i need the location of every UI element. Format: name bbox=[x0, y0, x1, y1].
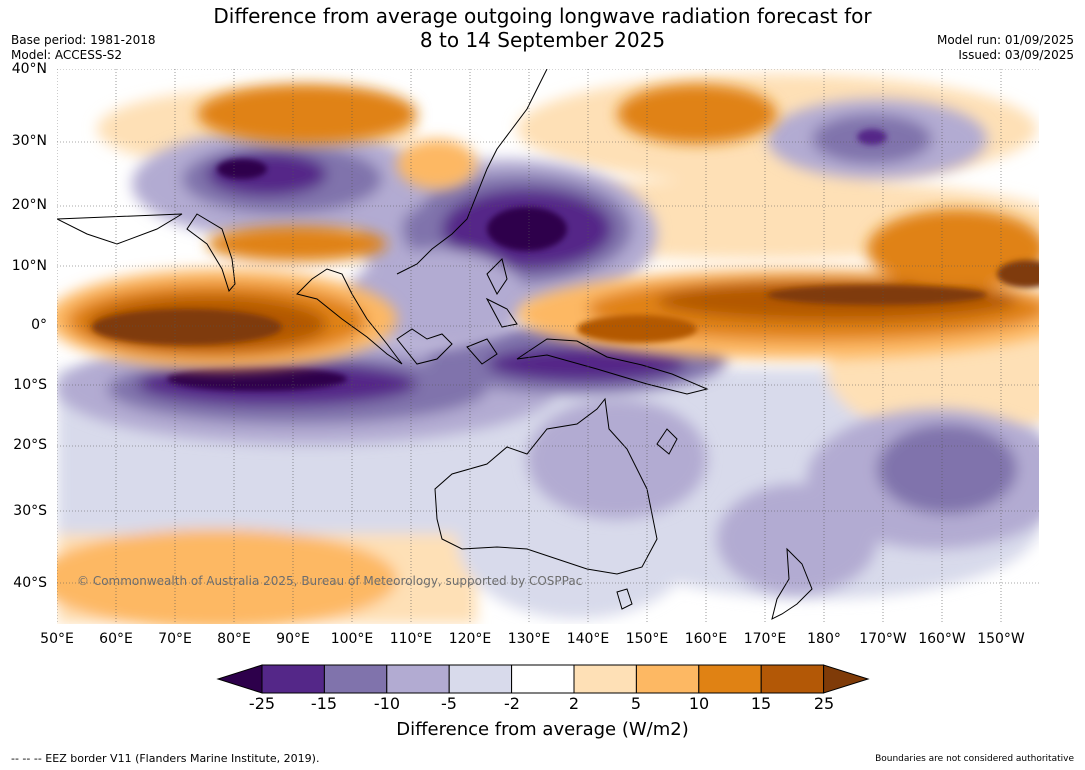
colorbar-tick: -15 bbox=[310, 694, 338, 713]
forecast-map bbox=[57, 69, 1039, 624]
model-run: Model run: 01/09/2025 bbox=[936, 33, 1074, 47]
map-canvas bbox=[57, 69, 1039, 624]
copyright-notice: © Commonwealth of Australia 2025, Bureau… bbox=[77, 574, 583, 588]
base-period: Base period: 1981-2018 bbox=[11, 33, 156, 47]
colorbar-segment-4 bbox=[448, 664, 513, 694]
colorbar-segment-3 bbox=[386, 664, 450, 694]
lon-label-160w: 160°W bbox=[918, 631, 966, 647]
coastlines bbox=[57, 69, 813, 620]
lat-label-20s: 20°S bbox=[13, 437, 47, 453]
colorbar bbox=[216, 664, 870, 694]
colorbar-tick: -25 bbox=[248, 694, 276, 713]
lon-label-150e: 150°E bbox=[625, 631, 669, 647]
colorbar-tick: 15 bbox=[750, 694, 772, 713]
colorbar-segment-5 bbox=[511, 664, 575, 694]
model-name: Model: ACCESS-S2 bbox=[11, 48, 123, 62]
lon-label-140e: 140°E bbox=[566, 631, 610, 647]
lon-label-130e: 130°E bbox=[507, 631, 551, 647]
colorbar-title: Difference from average (W/m2) bbox=[396, 719, 689, 740]
colorbar-tick: -2 bbox=[504, 694, 520, 713]
lat-label-10n: 10°N bbox=[11, 258, 47, 274]
lon-label-90e: 90°E bbox=[276, 631, 310, 647]
lon-label-160e: 160°E bbox=[684, 631, 728, 647]
lon-label-170w: 170°W bbox=[859, 631, 907, 647]
colorbar-segment-6 bbox=[573, 664, 637, 694]
colorbar-tick: 10 bbox=[688, 694, 710, 713]
lat-label-10s: 10°S bbox=[13, 377, 47, 393]
lat-label-0: 0° bbox=[31, 317, 47, 333]
lat-label-20n: 20°N bbox=[11, 197, 47, 213]
colorbar-tick: -10 bbox=[373, 694, 401, 713]
anomaly-field bbox=[57, 74, 1039, 624]
eez-note: -- -- -- EEZ border V11 (Flanders Marine… bbox=[11, 752, 320, 765]
colorbar-segment-2 bbox=[323, 664, 388, 694]
map-subtitle: 8 to 14 September 2025 bbox=[419, 28, 666, 52]
boundary-disclaimer: Boundaries are not considered authoritat… bbox=[875, 754, 1074, 764]
lon-label-110e: 110°E bbox=[389, 631, 433, 647]
colorbar-segment-10 bbox=[823, 664, 870, 694]
lat-label-30s: 30°S bbox=[13, 503, 47, 519]
colorbar-tick: 5 bbox=[630, 694, 642, 713]
lat-label-40n: 40°N bbox=[11, 61, 47, 77]
colorbar-segment-0 bbox=[216, 664, 263, 694]
colorbar-segment-1 bbox=[261, 664, 325, 694]
lon-label-50e: 50°E bbox=[40, 631, 74, 647]
lon-label-120e: 120°E bbox=[448, 631, 492, 647]
colorbar-tick: 25 bbox=[813, 694, 835, 713]
lat-label-30n: 30°N bbox=[11, 133, 47, 149]
colorbar-segment-9 bbox=[760, 664, 825, 694]
lon-label-180: 180° bbox=[807, 631, 841, 647]
map-title: Difference from average outgoing longwav… bbox=[213, 4, 872, 28]
colorbar-segment-7 bbox=[635, 664, 700, 694]
lon-label-80e: 80°E bbox=[217, 631, 251, 647]
colorbar-tick: -5 bbox=[441, 694, 457, 713]
lon-label-70e: 70°E bbox=[158, 631, 192, 647]
colorbar-tick: 2 bbox=[568, 694, 580, 713]
lon-label-100e: 100°E bbox=[330, 631, 374, 647]
lon-label-60e: 60°E bbox=[99, 631, 133, 647]
lat-label-40s: 40°S bbox=[13, 575, 47, 591]
lon-label-170e: 170°E bbox=[743, 631, 787, 647]
lon-label-150w: 150°W bbox=[977, 631, 1025, 647]
issued-date: Issued: 03/09/2025 bbox=[958, 48, 1074, 62]
colorbar-segment-8 bbox=[698, 664, 762, 694]
